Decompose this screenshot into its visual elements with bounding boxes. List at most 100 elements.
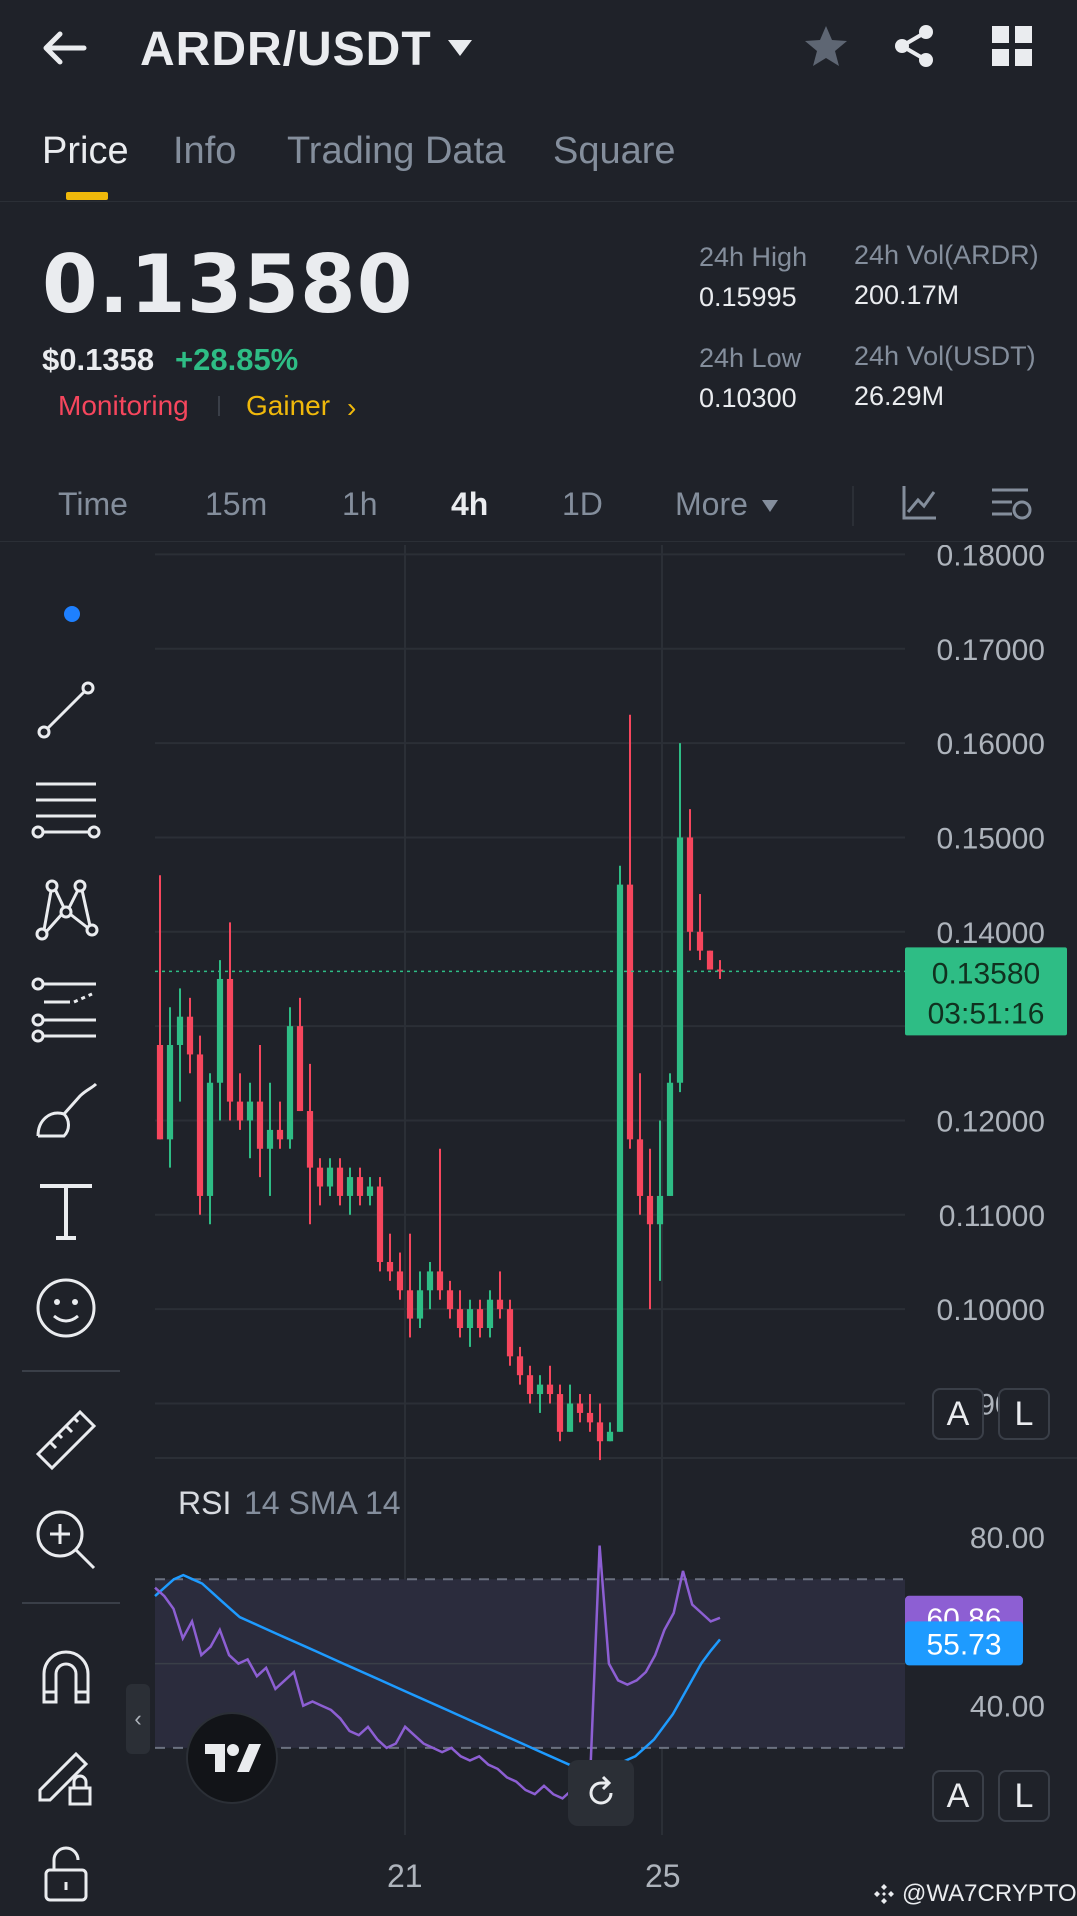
indicator-icon[interactable]	[900, 482, 940, 522]
monitoring-tag[interactable]: Monitoring	[58, 390, 189, 421]
candle-body	[646, 1195, 654, 1225]
vol-quote-label: 24h Vol(USDT)	[854, 341, 1036, 371]
candle-body	[476, 1309, 484, 1329]
star-icon[interactable]	[802, 22, 850, 70]
tradingview-icon	[205, 1744, 261, 1772]
active-tab-indicator	[66, 192, 108, 200]
candle-body	[536, 1384, 544, 1395]
reset-chart-button[interactable]	[568, 1760, 634, 1826]
candle-body	[666, 1082, 674, 1196]
lock-pencil-icon[interactable]	[30, 1738, 102, 1810]
candle-body	[616, 884, 624, 1432]
rsi-axis-label: 40.00	[970, 1691, 1045, 1724]
tradingview-logo[interactable]	[186, 1712, 278, 1804]
price-axis-label: 0.18000	[937, 545, 1045, 572]
auto-scale-button[interactable]: A	[932, 1388, 984, 1440]
price-axis-label: 0.14000	[937, 917, 1045, 950]
chart-grid	[155, 545, 1077, 1835]
sma-value-badge	[905, 1621, 1023, 1666]
gainer-tag[interactable]: Gainer	[246, 390, 331, 421]
candle-body	[546, 1384, 554, 1395]
grid-icon[interactable]	[988, 22, 1036, 70]
interval-1d[interactable]: 1D	[562, 486, 603, 522]
candle-body	[366, 1186, 374, 1196]
main-tabs: Price Info Trading Data Square	[0, 110, 1077, 202]
emoji-icon[interactable]	[30, 1272, 102, 1344]
binance-logo-icon	[874, 1884, 894, 1904]
candle-body	[576, 1403, 584, 1413]
tab-info[interactable]: Info	[173, 130, 237, 172]
ruler-icon[interactable]	[30, 1404, 102, 1476]
candle-body	[206, 1082, 214, 1196]
share-icon[interactable]	[890, 22, 938, 70]
price-axis-label: 0.10000	[937, 1294, 1045, 1327]
vol-quote-value: 26.29M	[854, 381, 945, 411]
reset-icon	[589, 1775, 613, 1805]
price-chart[interactable]: 0.18000 0.17000 0.16000 0.15000 0.14000 0.120…	[0, 545, 1077, 1916]
price-axis-label: 0.16000	[937, 728, 1045, 761]
interval-1h[interactable]: 1h	[342, 486, 378, 522]
candle-body	[556, 1394, 564, 1432]
watermark: @WA7CRYPTO	[872, 1880, 1077, 1908]
candle-body	[266, 1129, 274, 1149]
dot-cursor-icon[interactable]	[36, 578, 108, 650]
candle-body	[706, 950, 714, 970]
candle-body	[156, 1045, 164, 1140]
candle-body	[376, 1186, 384, 1262]
tab-trading-data[interactable]: Trading Data	[287, 130, 506, 172]
magnet-icon[interactable]	[30, 1638, 102, 1710]
candle-body	[306, 1111, 314, 1168]
vol-base-value: 200.17M	[854, 280, 960, 310]
rsi-axis-label: 80.00	[970, 1522, 1045, 1555]
more-caret-icon[interactable]	[760, 498, 780, 514]
trend-line-icon[interactable]	[30, 674, 102, 746]
candle-body	[396, 1271, 404, 1291]
low-label: 24h Low	[699, 343, 802, 373]
candle-body	[626, 884, 634, 1140]
log-scale-button[interactable]: L	[998, 1388, 1050, 1440]
horizontal-lines-icon[interactable]	[30, 774, 102, 846]
toolbar-divider	[22, 1370, 120, 1372]
chart-settings-icon[interactable]	[988, 482, 1032, 522]
candle-body	[636, 1139, 644, 1196]
candle-body	[356, 1177, 364, 1196]
candle-body	[686, 837, 694, 932]
rsi-log-scale-button[interactable]: L	[998, 1770, 1050, 1822]
candle-body	[246, 1101, 254, 1121]
candle-body	[586, 1412, 594, 1423]
zoom-in-icon[interactable]	[30, 1504, 102, 1576]
unlock-icon[interactable]	[30, 1838, 102, 1910]
sma-value: 55.73	[926, 1628, 1001, 1661]
pair-title[interactable]: ARDR/USDT	[140, 23, 432, 76]
tab-square[interactable]: Square	[553, 130, 676, 172]
text-icon[interactable]	[30, 1174, 102, 1246]
back-button[interactable]	[40, 20, 100, 76]
price-axis-label: 0.12000	[937, 1105, 1045, 1138]
pattern-icon[interactable]	[30, 874, 102, 946]
rsi-params: 14 SMA 14	[244, 1485, 401, 1521]
candle-body	[316, 1167, 324, 1187]
interval-time[interactable]: Time	[58, 486, 128, 522]
rsi-auto-scale-button[interactable]: A	[932, 1770, 984, 1822]
interval-more[interactable]: More	[675, 486, 748, 522]
chevron-right-icon[interactable]: ›	[347, 392, 357, 423]
caret-down-icon[interactable]	[445, 36, 475, 60]
fib-icon[interactable]	[30, 974, 102, 1046]
usd-price: $0.1358	[42, 342, 155, 377]
candle-body	[176, 1016, 184, 1045]
tab-price[interactable]: Price	[42, 130, 129, 172]
interval-bar: Time 15m 1h 4h 1D More	[0, 470, 1077, 542]
candle-body	[226, 978, 234, 1102]
last-price: 0.13580	[42, 238, 414, 331]
candle-body	[386, 1261, 394, 1272]
interval-15m[interactable]: 15m	[205, 486, 268, 522]
collapse-toolbar-button[interactable]: ‹	[126, 1684, 150, 1754]
candle-body	[506, 1309, 514, 1357]
candle-body	[596, 1422, 604, 1442]
brush-icon[interactable]	[30, 1074, 102, 1146]
candle-body	[446, 1290, 454, 1310]
interval-4h[interactable]: 4h	[451, 486, 489, 522]
candle-body	[486, 1299, 494, 1329]
candle-body	[196, 1054, 204, 1196]
